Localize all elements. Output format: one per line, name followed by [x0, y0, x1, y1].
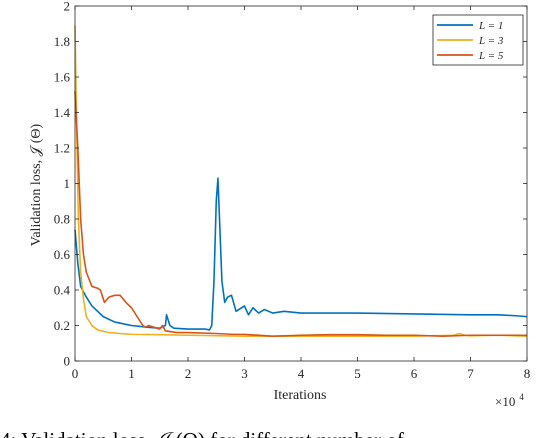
x-tick-label: 7 [467, 366, 474, 381]
x-axis-label: Iterations [274, 388, 327, 403]
y-tick-label: 2 [64, 0, 71, 14]
legend: L = 1 L = 3 L = 5 [432, 14, 524, 66]
legend-label: L = 3 [478, 35, 504, 47]
x-tick-label: 6 [411, 366, 418, 381]
x-multiplier-base: ×10 [495, 394, 515, 409]
x-tick-label: 3 [241, 366, 248, 381]
figure-caption: 4: Validation loss, 𝒥 (Θ) for different … [0, 428, 404, 438]
legend-label: L = 1 [478, 20, 503, 32]
x-tick-label: 1 [128, 366, 135, 381]
axes: 0 1 2 3 4 5 6 7 8 0 0.2 0.4 0.6 0.8 1 1.2 1.4 1.6 1.8 2 [54, 0, 531, 381]
x-multiplier: ×10 4 [495, 392, 524, 410]
y-tick-label: 0.8 [54, 212, 70, 227]
x-tick-label: 8 [524, 366, 531, 381]
x-multiplier-exponent: 4 [519, 392, 524, 402]
x-tick-label: 0 [72, 366, 79, 381]
legend-label: L = 5 [478, 50, 504, 62]
y-tick-label: 0 [64, 354, 71, 369]
x-tick-label: 4 [298, 366, 305, 381]
y-tick-label: 1 [64, 176, 71, 191]
series-line-3 [74, 91, 527, 337]
x-tick-label: 2 [185, 366, 192, 381]
y-axis-label: Validation loss, 𝒥 (Θ) [29, 123, 44, 246]
y-tick-label: 1.4 [54, 105, 71, 120]
series-line-1 [74, 177, 528, 331]
plot-area [74, 25, 528, 337]
y-tick-label: 0.4 [54, 283, 71, 298]
y-tick-label: 0.6 [54, 247, 71, 262]
y-tick-label: 1.8 [54, 34, 70, 49]
y-tick-label: 1.2 [54, 141, 70, 156]
y-tick-label: 0.2 [54, 318, 70, 333]
series-line-2 [74, 25, 528, 337]
x-tick-label: 5 [354, 366, 361, 381]
y-tick-label: 1.6 [54, 70, 71, 85]
